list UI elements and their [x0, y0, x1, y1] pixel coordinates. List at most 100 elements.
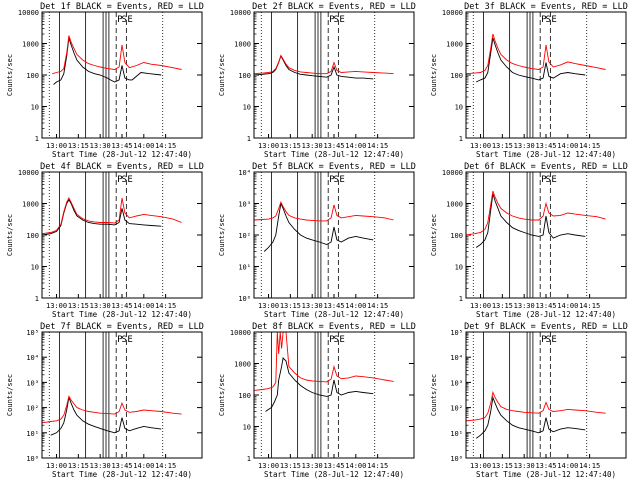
x-tick-label: 14:00 — [557, 142, 578, 150]
x-tick-label: 13:00 — [470, 142, 491, 150]
flare-phase-marker: E — [127, 175, 132, 185]
flare-phase-marker: S — [546, 15, 551, 25]
series-lld-line — [41, 395, 182, 424]
x-tick-label: 13:00 — [258, 142, 279, 150]
y-tick-label: 10000 — [442, 9, 463, 17]
y-tick-label: 10¹ — [238, 264, 251, 272]
x-tick-label: 13:15 — [492, 302, 513, 310]
y-tick-label: 1 — [247, 135, 251, 143]
series-events-line — [253, 54, 374, 80]
detector-panel-4: Det 4f BLACK = Events, RED = LLD Counts/s… — [6, 162, 204, 319]
y-tick-label: 1 — [35, 295, 39, 303]
x-tick-label: 14:00 — [345, 462, 366, 470]
plot-frame — [253, 11, 415, 139]
panel-title: Det 6f BLACK = Events, RED = LLD — [464, 162, 628, 172]
series-events-line — [53, 37, 162, 85]
plot-frame — [41, 11, 203, 139]
panel-title: Det 7f BLACK = Events, RED = LLD — [40, 322, 204, 332]
x-tick-label: 13:30 — [302, 302, 323, 310]
flare-phase-marker: E — [127, 15, 132, 25]
flare-phase-marker: P — [117, 335, 123, 345]
y-tick-label: 10² — [450, 405, 463, 413]
flare-phase-marker: E — [339, 335, 344, 345]
flare-phase-marker: P — [541, 15, 547, 25]
panel-title: Det 8f BLACK = Events, RED = LLD — [252, 322, 416, 332]
x-tick-label: 14:15 — [367, 302, 388, 310]
x-tick-label: 13:00 — [470, 462, 491, 470]
x-tick-label: 14:15 — [155, 302, 176, 310]
y-tick-label: 1000 — [234, 361, 251, 369]
plot-frame — [465, 331, 627, 459]
x-tick-label: 14:00 — [345, 302, 366, 310]
x-axis-label: Start Time (28-Jul-12 12:47:40) — [52, 150, 192, 159]
x-tick-label: 13:15 — [68, 142, 89, 150]
series-lld-line — [465, 390, 606, 422]
series-events-line — [476, 37, 586, 83]
x-tick-label: 13:30 — [514, 142, 535, 150]
panel-title: Det 4f BLACK = Events, RED = LLD — [40, 162, 204, 172]
plot-frame — [465, 11, 627, 139]
flare-phase-marker: S — [546, 335, 551, 345]
flare-phase-marker: P — [329, 175, 335, 185]
detector-panel-1: Det 1f BLACK = Events, RED = LLD Counts/s… — [6, 2, 204, 159]
x-axis-label: Start Time (28-Jul-12 12:47:40) — [264, 310, 404, 319]
y-tick-label: 10¹ — [26, 430, 39, 438]
y-tick-label: 10 — [455, 264, 463, 272]
flare-phase-marker: P — [541, 335, 547, 345]
y-tick-label: 1000 — [22, 41, 39, 49]
x-tick-label: 13:15 — [280, 142, 301, 150]
series-events-line — [50, 395, 162, 436]
flare-phase-marker: P — [117, 15, 123, 25]
x-tick-label: 13:45 — [111, 462, 132, 470]
series-lld-line — [253, 54, 394, 75]
x-tick-label: 13:30 — [90, 462, 111, 470]
flare-phase-marker: E — [551, 15, 556, 25]
detector-panel-9: Det 9f BLACK = Events, RED = LLD Counts/s… — [430, 322, 628, 479]
x-tick-label: 14:15 — [155, 462, 176, 470]
series-events-line — [263, 201, 374, 252]
x-tick-label: 13:45 — [111, 302, 132, 310]
x-tick-label: 14:15 — [367, 462, 388, 470]
flare-phase-marker: P — [117, 175, 123, 185]
y-tick-label: 10² — [26, 405, 39, 413]
x-tick-label: 13:30 — [514, 462, 535, 470]
y-tick-label: 100 — [450, 232, 463, 240]
x-axis-label: Start Time (28-Jul-12 12:47:40) — [476, 150, 616, 159]
x-tick-label: 13:15 — [68, 462, 89, 470]
plot-frame — [41, 171, 203, 299]
flare-phase-marker: E — [551, 335, 556, 345]
y-tick-label: 100 — [26, 232, 39, 240]
y-tick-label: 100 — [238, 72, 251, 80]
y-tick-label: 10000 — [18, 9, 39, 17]
x-tick-label: 14:00 — [133, 302, 154, 310]
x-tick-label: 13:15 — [68, 302, 89, 310]
x-tick-label: 13:30 — [514, 302, 535, 310]
y-axis-label: Counts/sec — [430, 54, 438, 96]
flare-phase-marker: S — [122, 15, 127, 25]
y-tick-label: 10 — [243, 104, 251, 112]
panel-title: Det 2f BLACK = Events, RED = LLD — [252, 2, 416, 12]
flare-phase-marker: S — [122, 175, 127, 185]
y-tick-label: 10¹ — [450, 430, 463, 438]
series-lld-line — [52, 35, 182, 75]
flare-phase-marker: P — [329, 15, 335, 25]
x-tick-label: 13:45 — [111, 142, 132, 150]
plot-frame — [253, 331, 415, 459]
y-tick-label: 10⁰ — [238, 295, 251, 303]
y-tick-label: 10³ — [26, 379, 39, 387]
y-tick-label: 1000 — [446, 201, 463, 209]
flare-phase-marker: S — [334, 335, 339, 345]
y-tick-label: 10 — [31, 264, 39, 272]
plot-frame — [41, 331, 203, 459]
flare-phase-marker: P — [541, 175, 547, 185]
flare-phase-marker: S — [546, 175, 551, 185]
series-lld-line — [465, 33, 606, 75]
detector-panel-3: Det 3f BLACK = Events, RED = LLD Counts/s… — [430, 2, 628, 159]
y-tick-label: 10⁴ — [238, 169, 251, 177]
y-tick-label: 100 — [26, 72, 39, 80]
x-tick-label: 13:00 — [258, 302, 279, 310]
y-tick-label: 10 — [243, 424, 251, 432]
series-events-line — [475, 193, 586, 248]
x-tick-label: 14:15 — [155, 142, 176, 150]
